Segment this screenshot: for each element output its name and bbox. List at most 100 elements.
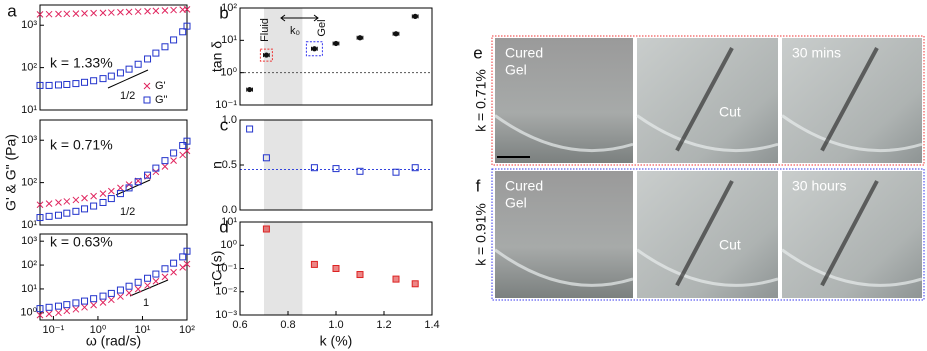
y-axis-label: G' & G" (Pa) — [3, 134, 19, 211]
point — [90, 295, 98, 303]
point — [144, 282, 151, 289]
point — [144, 55, 152, 63]
panel-letter: a — [7, 1, 17, 20]
point — [116, 190, 124, 198]
annotation: k₀ — [290, 25, 300, 37]
point — [63, 10, 71, 18]
point — [152, 164, 160, 172]
point — [117, 8, 124, 16]
legend-label: G' — [155, 80, 166, 92]
cut-mark — [675, 180, 734, 287]
point — [55, 309, 62, 317]
point — [125, 184, 133, 192]
point — [36, 311, 44, 319]
point — [392, 275, 400, 283]
photo — [782, 171, 922, 298]
annotation: 1/2 — [120, 206, 135, 218]
point — [183, 137, 191, 145]
photo — [782, 38, 922, 163]
point — [107, 187, 115, 195]
point — [134, 8, 142, 15]
point — [63, 209, 71, 217]
point — [63, 198, 71, 205]
point — [45, 310, 53, 318]
photo — [637, 38, 778, 163]
panel-label: k = 0.71% — [473, 69, 489, 132]
point — [125, 65, 133, 73]
point — [36, 11, 44, 18]
panel-border — [491, 35, 925, 166]
photo — [495, 171, 633, 298]
dish-rim — [781, 248, 923, 287]
point — [179, 264, 187, 271]
point — [183, 260, 191, 268]
photo — [637, 171, 778, 298]
point — [356, 167, 364, 175]
point — [134, 285, 142, 293]
point — [125, 282, 133, 290]
plot-frame — [39, 233, 188, 321]
point — [170, 149, 178, 157]
panel-letter: b — [219, 3, 228, 22]
point — [81, 205, 89, 213]
point — [411, 164, 419, 172]
x-axis-label: k (%) — [320, 333, 353, 349]
y-tick-label: 10⁰ — [20, 307, 37, 319]
slope-guide — [129, 279, 169, 297]
x-tick-label: 10¹ — [135, 324, 151, 336]
point — [170, 259, 178, 267]
point — [99, 299, 107, 306]
point — [144, 7, 151, 15]
point — [310, 260, 318, 268]
y-tick-label: 10⁻³ — [215, 309, 237, 321]
shaded-region — [264, 222, 303, 315]
point — [161, 273, 169, 281]
point — [99, 9, 107, 17]
point — [411, 280, 419, 288]
point — [170, 36, 178, 44]
y-tick-label: 10¹ — [221, 34, 237, 46]
point — [144, 274, 152, 282]
slope-guide — [115, 179, 151, 196]
x-tick-label: 1.4 — [424, 319, 439, 331]
y-tick-label: 0.5 — [222, 159, 237, 171]
dish-rim — [781, 114, 923, 153]
point — [262, 154, 270, 162]
point — [36, 214, 44, 222]
point — [310, 164, 318, 172]
panel-label: k = 0.91% — [473, 203, 489, 266]
y-tick-label: 10² — [21, 259, 37, 271]
point — [45, 200, 53, 207]
point — [72, 299, 80, 307]
point — [99, 190, 107, 197]
y-tick-label: 10² — [21, 62, 37, 74]
point — [63, 301, 71, 309]
point — [392, 168, 400, 176]
y-tick-label: 10³ — [21, 19, 37, 31]
legend-marker — [143, 82, 151, 90]
y-axis-label: τC (s) — [209, 251, 225, 287]
point — [45, 212, 53, 220]
annotation: Fluid — [259, 18, 271, 42]
x-axis-label: ω (rad/s) — [86, 333, 141, 349]
cut-mark — [820, 180, 879, 287]
dish-rim — [494, 248, 634, 287]
slope-guide — [107, 69, 149, 89]
y-tick-label: 10⁻² — [215, 286, 237, 298]
dish-rim — [636, 248, 779, 287]
k0-arrow — [280, 14, 319, 22]
point — [161, 157, 169, 165]
point — [134, 278, 142, 286]
photo-caption: Cured — [505, 178, 543, 194]
point — [134, 178, 142, 186]
y-axis-label: tan δ — [209, 41, 225, 72]
annotation: 1/2 — [120, 90, 135, 102]
legend-marker — [143, 96, 151, 104]
legend-label: G" — [155, 94, 168, 106]
point — [246, 125, 254, 133]
annotation: 1 — [143, 297, 149, 309]
x-tick-label: 10⁻¹ — [43, 324, 65, 336]
dish-rim — [494, 114, 634, 153]
point — [161, 265, 169, 273]
x-tick-label: 1.0 — [328, 319, 343, 331]
